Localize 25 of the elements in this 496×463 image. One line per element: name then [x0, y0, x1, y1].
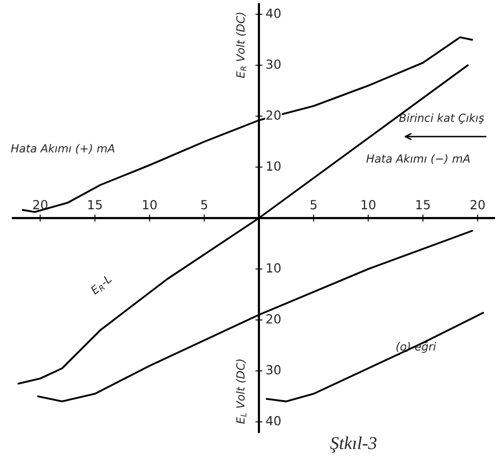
- x-tick-label: 15: [416, 200, 430, 210]
- y-tick-label: 10: [266, 263, 281, 273]
- y-tick-label: 20: [266, 110, 281, 120]
- text: E$_{R}$-L: [90, 274, 114, 296]
- x-tick-label: 5: [310, 200, 316, 210]
- y-axis-title: E$_{R}$ Volt (DC): [236, 12, 246, 78]
- y-tick-label: 20: [266, 314, 281, 324]
- text: Ştkıl-3: [330, 436, 377, 453]
- annotation: Hata Akımı (+) mA: [11, 144, 114, 154]
- x-tick-label: 20: [470, 200, 485, 210]
- y-tick-label: 40: [266, 8, 281, 18]
- annotation: Hata Akımı (−) mA: [366, 154, 470, 164]
- x-tick-label: 5: [201, 200, 208, 210]
- annotation: Birinci kat Çıkış: [399, 113, 484, 124]
- y-tick-label: 10: [266, 161, 281, 171]
- annotation: E$_{L}$ Volt (DC): [236, 360, 246, 424]
- x-tick-label: 10: [143, 200, 157, 210]
- y-tick-label: 40: [266, 416, 281, 426]
- x-tick-label: 20: [33, 200, 48, 210]
- x-tick-label: 15: [88, 200, 102, 210]
- y-tick-label: 30: [266, 59, 281, 69]
- y-tick-label: 30: [266, 365, 281, 374]
- line-series: [266, 312, 484, 402]
- series-label: (o) eğri: [396, 342, 436, 353]
- x-tick-label: 10: [362, 200, 376, 210]
